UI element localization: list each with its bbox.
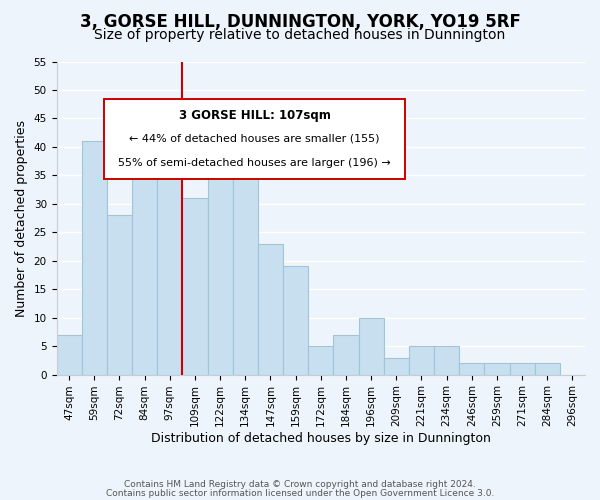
Text: 3 GORSE HILL: 107sqm: 3 GORSE HILL: 107sqm bbox=[179, 109, 331, 122]
Bar bbox=[182, 198, 208, 374]
Bar bbox=[459, 363, 484, 374]
Bar bbox=[82, 141, 107, 374]
FancyBboxPatch shape bbox=[104, 99, 406, 179]
X-axis label: Distribution of detached houses by size in Dunnington: Distribution of detached houses by size … bbox=[151, 432, 491, 445]
Text: Size of property relative to detached houses in Dunnington: Size of property relative to detached ho… bbox=[94, 28, 506, 42]
Bar bbox=[383, 358, 409, 374]
Text: 55% of semi-detached houses are larger (196) →: 55% of semi-detached houses are larger (… bbox=[118, 158, 391, 168]
Bar bbox=[434, 346, 459, 374]
Text: Contains HM Land Registry data © Crown copyright and database right 2024.: Contains HM Land Registry data © Crown c… bbox=[124, 480, 476, 489]
Bar bbox=[535, 363, 560, 374]
Bar bbox=[308, 346, 334, 374]
Bar bbox=[208, 124, 233, 374]
Text: Contains public sector information licensed under the Open Government Licence 3.: Contains public sector information licen… bbox=[106, 488, 494, 498]
Bar bbox=[233, 176, 258, 374]
Bar bbox=[334, 334, 359, 374]
Bar bbox=[484, 363, 509, 374]
Bar bbox=[509, 363, 535, 374]
Bar bbox=[359, 318, 383, 374]
Y-axis label: Number of detached properties: Number of detached properties bbox=[15, 120, 28, 316]
Bar bbox=[409, 346, 434, 374]
Bar bbox=[107, 215, 132, 374]
Bar bbox=[258, 244, 283, 374]
Bar bbox=[132, 141, 157, 374]
Bar bbox=[283, 266, 308, 374]
Bar bbox=[56, 334, 82, 374]
Text: 3, GORSE HILL, DUNNINGTON, YORK, YO19 5RF: 3, GORSE HILL, DUNNINGTON, YORK, YO19 5R… bbox=[80, 12, 520, 30]
Text: ← 44% of detached houses are smaller (155): ← 44% of detached houses are smaller (15… bbox=[130, 134, 380, 144]
Bar bbox=[157, 118, 182, 374]
